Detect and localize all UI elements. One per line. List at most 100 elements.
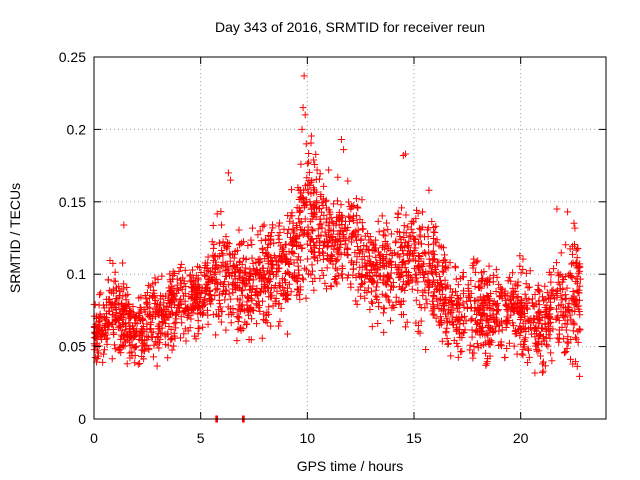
data-point	[140, 347, 148, 355]
data-point	[176, 264, 184, 272]
data-point	[520, 341, 528, 349]
data-point	[209, 251, 217, 259]
data-point	[564, 208, 572, 216]
data-point	[483, 360, 491, 368]
data-point	[385, 296, 393, 304]
data-point	[477, 277, 485, 285]
data-point	[100, 350, 108, 358]
data-point	[177, 299, 185, 307]
data-point	[333, 266, 341, 274]
data-point	[476, 293, 484, 301]
data-point	[385, 273, 393, 281]
data-point	[426, 262, 434, 270]
data-point	[527, 315, 535, 323]
data-point	[316, 215, 324, 223]
data-point	[212, 331, 220, 339]
data-point	[552, 316, 560, 324]
data-point	[177, 313, 185, 321]
data-point	[399, 297, 407, 305]
data-point	[509, 269, 517, 277]
data-point	[292, 232, 300, 240]
data-point	[181, 297, 189, 305]
data-point	[252, 270, 260, 278]
data-point	[431, 229, 439, 237]
data-point	[501, 291, 509, 299]
data-point	[431, 263, 439, 271]
data-point	[93, 323, 101, 331]
data-point	[219, 251, 227, 259]
data-point	[416, 301, 424, 309]
data-point	[487, 305, 495, 313]
data-point	[398, 242, 406, 250]
data-point	[572, 278, 580, 286]
data-point	[299, 276, 307, 284]
data-point	[256, 288, 264, 296]
data-point	[561, 291, 569, 299]
data-point	[204, 311, 212, 319]
data-point	[139, 316, 147, 324]
data-point	[546, 319, 554, 327]
data-point	[394, 209, 402, 217]
data-point	[392, 293, 400, 301]
data-point	[353, 258, 361, 266]
data-point	[216, 239, 224, 247]
data-point	[446, 285, 454, 293]
data-point	[424, 226, 432, 234]
data-point	[327, 227, 335, 235]
data-point	[473, 340, 481, 348]
data-point	[397, 239, 405, 247]
data-point	[554, 334, 562, 342]
data-point	[524, 358, 532, 366]
data-point	[425, 186, 433, 194]
data-point	[186, 278, 194, 286]
data-point	[300, 72, 308, 80]
data-point	[333, 245, 341, 253]
data-point	[194, 317, 202, 325]
data-point	[449, 321, 457, 329]
data-point	[210, 240, 218, 248]
data-point	[404, 223, 412, 231]
data-point	[435, 272, 443, 280]
data-point	[430, 235, 438, 243]
data-point	[299, 104, 307, 112]
data-point	[321, 198, 329, 206]
data-point	[495, 327, 503, 335]
data-point	[256, 227, 264, 235]
data-point	[112, 287, 120, 295]
data-point	[117, 343, 125, 351]
data-point	[227, 295, 235, 303]
data-point	[547, 278, 555, 286]
data-point	[155, 307, 163, 315]
data-point	[125, 319, 133, 327]
data-point	[525, 353, 533, 361]
data-point	[269, 224, 277, 232]
data-point	[309, 184, 317, 192]
data-point	[265, 241, 273, 249]
data-point	[274, 267, 282, 275]
data-point	[505, 273, 513, 281]
data-point	[409, 229, 417, 237]
data-point	[400, 233, 408, 241]
data-point	[309, 267, 317, 275]
data-point	[459, 299, 467, 307]
data-point	[467, 289, 475, 297]
data-point	[128, 341, 136, 349]
data-point	[555, 317, 563, 325]
data-point	[521, 301, 529, 309]
data-point	[408, 250, 416, 258]
data-point	[318, 266, 326, 274]
data-point	[468, 333, 476, 341]
x-axis-label: GPS time / hours	[297, 458, 404, 474]
data-point	[414, 209, 422, 217]
data-point	[222, 287, 230, 295]
data-point	[294, 285, 302, 293]
data-point	[179, 292, 187, 300]
data-point	[428, 217, 436, 225]
data-point	[479, 275, 487, 283]
data-point	[496, 293, 504, 301]
data-point	[108, 355, 116, 363]
data-point	[324, 222, 332, 230]
data-point	[254, 231, 262, 239]
data-point	[495, 280, 503, 288]
data-point	[327, 283, 335, 291]
